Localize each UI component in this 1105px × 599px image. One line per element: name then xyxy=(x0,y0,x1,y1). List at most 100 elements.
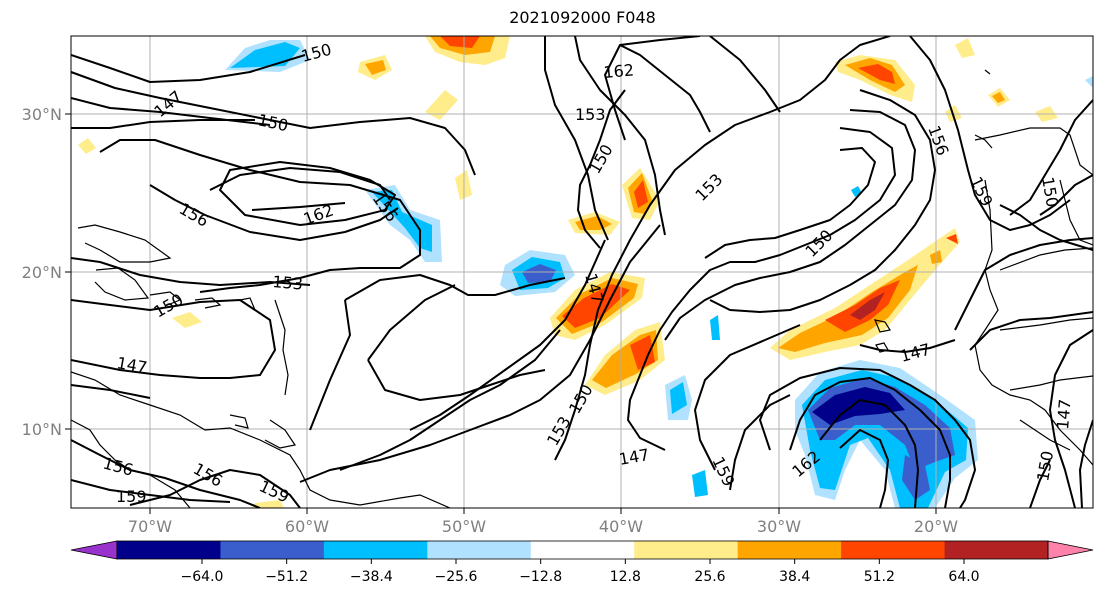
contour-line xyxy=(709,36,781,113)
colorbar-extend-max xyxy=(1047,540,1094,560)
contour-line xyxy=(909,36,1071,231)
longitude-label: 50°W xyxy=(442,517,486,536)
contour-line xyxy=(709,89,936,313)
contour-line xyxy=(409,239,606,431)
colorbar-tick-label: −51.2 xyxy=(265,569,308,585)
contour-label: 156 xyxy=(101,454,135,480)
coastline xyxy=(239,297,256,311)
positive-anomaly-patch xyxy=(630,335,655,370)
coastline xyxy=(874,319,891,333)
contour-label: 147 xyxy=(150,87,186,121)
contour-label: 147 xyxy=(898,340,932,366)
contour-line xyxy=(71,257,311,286)
contour-line xyxy=(309,299,351,431)
contour-line xyxy=(149,184,399,241)
colorbar-tick-label: 12.8 xyxy=(610,569,641,585)
latitude-labels: 30°N 20°N 10°N xyxy=(22,105,62,439)
coastline xyxy=(71,419,191,508)
longitude-label: 30°W xyxy=(757,517,801,536)
contour-line xyxy=(339,329,561,471)
coastline xyxy=(974,134,993,149)
positive-anomaly-patch xyxy=(955,38,975,58)
contour-line xyxy=(251,202,346,211)
coastline xyxy=(77,224,172,263)
contour-label: 156 xyxy=(190,459,226,491)
colorbar xyxy=(70,540,1094,560)
contour-line xyxy=(1079,419,1093,508)
colorbar-tick-label: 64.0 xyxy=(948,569,979,585)
contour-label: 156 xyxy=(924,123,952,158)
positive-anomaly-patch xyxy=(425,90,458,120)
coastline xyxy=(71,371,451,508)
colorbar-swatch xyxy=(634,541,739,559)
coastline xyxy=(999,317,1093,331)
contour-line xyxy=(1049,329,1093,508)
contour-line xyxy=(1039,174,1093,216)
contour-line xyxy=(554,36,891,461)
contour-line xyxy=(71,479,231,503)
longitude-label: 60°W xyxy=(285,517,329,536)
coastline xyxy=(229,414,249,429)
colorbar-swatch xyxy=(944,541,1049,559)
contour-label: 153 xyxy=(543,413,575,449)
contour-line xyxy=(544,36,609,241)
positive-anomaly-patch xyxy=(946,234,958,244)
contour-line xyxy=(627,127,896,451)
contour-line xyxy=(969,311,1093,351)
contour-line xyxy=(71,54,306,83)
contour-line xyxy=(839,429,889,508)
contour-line xyxy=(954,237,1093,331)
contour-labels: 147 150 150 156 162 156 153 150 147 156 … xyxy=(101,40,1075,507)
coastline xyxy=(264,419,296,449)
contour-line xyxy=(219,161,396,226)
contour-line xyxy=(71,119,255,129)
coastline xyxy=(974,127,1093,176)
shaded-anomaly-layer xyxy=(78,36,1093,508)
negative-anomaly-patch xyxy=(851,186,862,197)
contour-line xyxy=(694,324,801,471)
positive-anomaly-patch xyxy=(78,138,96,154)
negative-anomaly-patch xyxy=(710,315,720,340)
positive-anomaly-patch xyxy=(634,180,648,208)
longitude-labels: 70°W 60°W 50°W 40°W 30°W 20°W xyxy=(128,517,958,536)
contour-line xyxy=(209,167,391,201)
contour-line xyxy=(859,339,956,353)
coastline xyxy=(149,291,182,307)
longitude-label: 70°W xyxy=(128,517,172,536)
contour-line xyxy=(1009,99,1093,216)
contour-label: 153 xyxy=(691,170,726,205)
contour-line xyxy=(577,89,626,249)
contour-label: 153 xyxy=(575,105,606,124)
colorbar-swatch xyxy=(427,541,532,559)
latitude-label: 10°N xyxy=(22,420,62,439)
colorbar-tick-label: 38.4 xyxy=(779,569,810,585)
colorbar-swatch xyxy=(737,541,842,559)
coastline xyxy=(1059,179,1093,246)
contour-label: 150 xyxy=(1033,449,1057,482)
contour-line xyxy=(367,284,456,361)
negative-anomaly-patch xyxy=(692,470,708,497)
colorbar-swatch xyxy=(841,541,946,559)
positive-anomaly-patch xyxy=(365,60,386,75)
contour-line xyxy=(367,359,546,401)
positive-anomaly-patch xyxy=(252,500,284,508)
contour-line xyxy=(729,394,791,491)
colorbar-tick-labels: −64.0 −51.2 −38.4 −25.6 −12.8 12.8 25.6 38.4 51.… xyxy=(181,559,980,585)
contour-line xyxy=(299,224,661,483)
contour-label: 150 xyxy=(1038,175,1062,208)
coastline xyxy=(1019,419,1071,451)
negative-anomaly-patch xyxy=(902,455,930,500)
contour-line xyxy=(819,399,919,508)
contour-line xyxy=(71,299,276,379)
latitude-label: 20°N xyxy=(22,263,62,282)
negative-anomaly-patch xyxy=(812,387,905,425)
contour-label: 153 xyxy=(272,272,304,294)
positive-anomaly-patch xyxy=(850,292,885,320)
contour-label: 162 xyxy=(603,60,635,82)
coastline xyxy=(1009,375,1093,391)
longitude-label: 20°W xyxy=(914,517,958,536)
latitude-label: 30°N xyxy=(22,105,62,124)
coastline xyxy=(274,299,289,396)
colorbar-swatch xyxy=(220,541,325,559)
